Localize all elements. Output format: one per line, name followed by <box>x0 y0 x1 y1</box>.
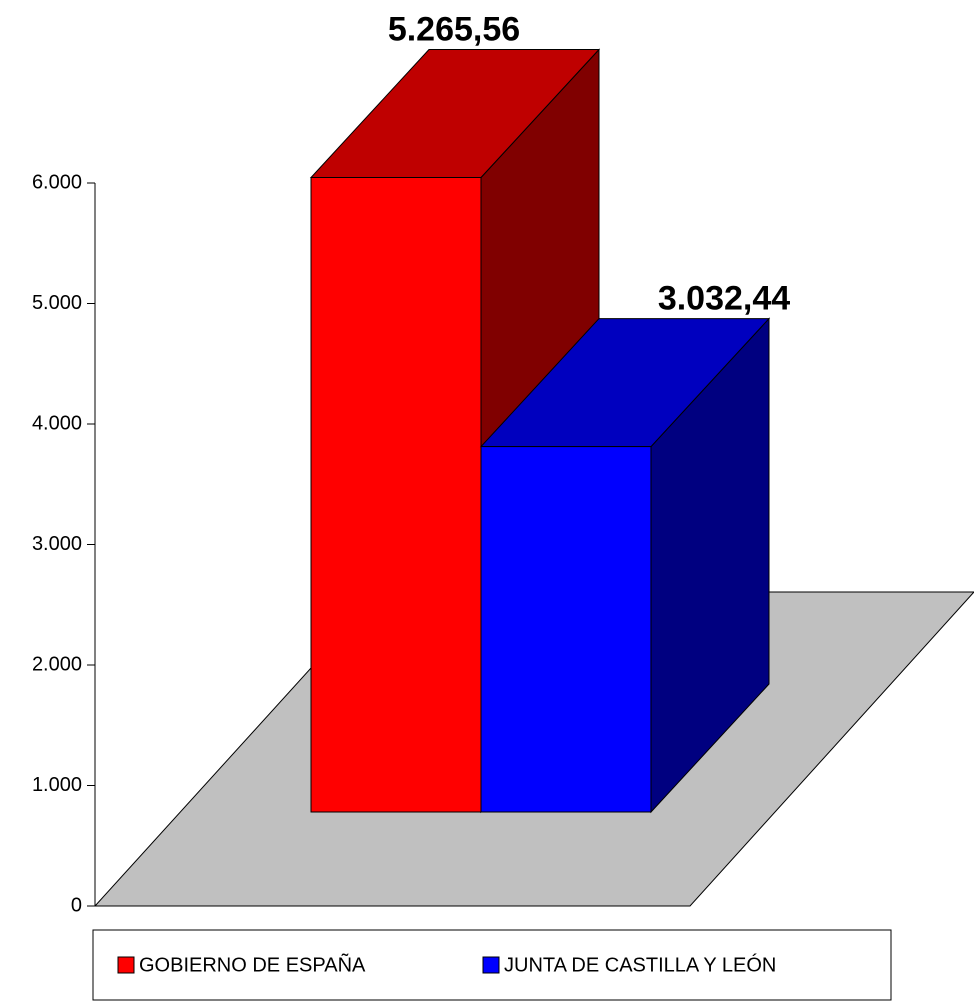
y-tick-label: 3.000 <box>32 533 82 555</box>
legend-swatch <box>118 957 134 973</box>
y-tick-label: 1.000 <box>32 774 82 796</box>
page: 0 1.000 2.000 3.000 4.000 5.000 6.000 5.265,56 G… <box>0 0 974 1001</box>
y-tick-label: 2.000 <box>32 653 82 675</box>
y-tick-label: 6.000 <box>32 171 82 193</box>
value-label: 5.265,56 <box>388 10 520 48</box>
bar <box>481 447 651 812</box>
bar <box>311 178 481 813</box>
legend-swatch <box>483 957 499 973</box>
legend-label: GOBIERNO DE ESPAÑA <box>139 952 366 976</box>
y-tick-label: 5.000 <box>32 292 82 314</box>
legend-label: JUNTA DE CASTILLA Y LEÓN <box>504 953 776 976</box>
chart: 0 1.000 2.000 3.000 4.000 5.000 6.000 5.265,56 G… <box>0 0 974 1001</box>
y-tick-label: 4.000 <box>32 412 82 434</box>
value-label: 3.032,44 <box>658 280 790 318</box>
y-tick-label: 0 <box>71 894 82 916</box>
